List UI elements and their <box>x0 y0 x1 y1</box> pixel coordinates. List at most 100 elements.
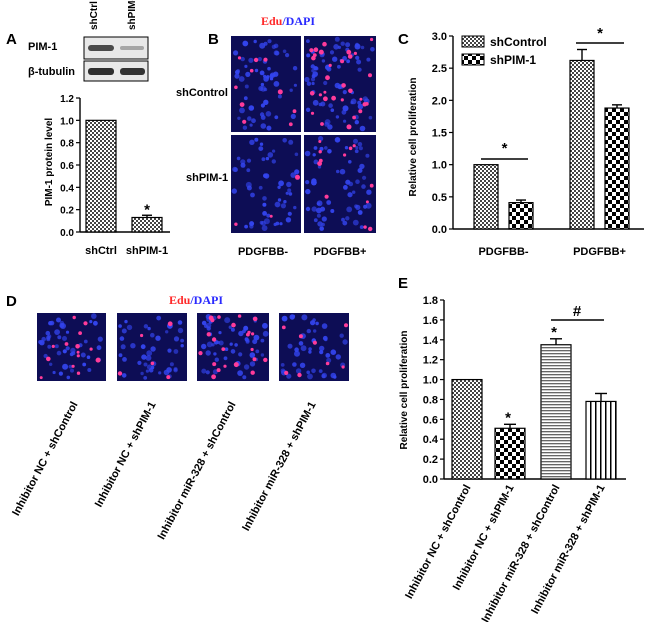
edu-positive-dot <box>318 49 324 55</box>
nucleus-dot <box>265 111 272 117</box>
legend-swatch <box>461 53 485 66</box>
nucleus-dot <box>267 39 272 44</box>
nucleus-dot <box>267 66 271 71</box>
y-tick-label: 0.6 <box>423 414 438 426</box>
y-tick-label: 0.0 <box>60 228 74 239</box>
nucleus-dot <box>362 175 367 180</box>
y-tick-label: 0.2 <box>60 206 74 217</box>
nucleus-dot <box>253 334 260 341</box>
nucleus-dot <box>118 353 123 358</box>
edu-positive-dot <box>253 57 259 63</box>
nucleus-dot <box>201 343 207 350</box>
edu-positive-dot <box>362 102 367 107</box>
bar <box>131 216 163 233</box>
nucleus-dot <box>141 354 147 360</box>
nucleus-dot <box>329 50 335 55</box>
nucleus-dot <box>262 211 267 216</box>
legend-label: shPIM-1 <box>490 53 536 67</box>
nucleus-dot <box>357 67 362 72</box>
nucleus-dot <box>370 47 375 52</box>
nucleus-dot <box>273 50 279 56</box>
bar <box>508 202 534 230</box>
micrograph-grid-b <box>229 34 378 234</box>
stain-sep: / <box>281 14 286 28</box>
nucleus-dot <box>201 368 207 374</box>
nucleus-dot <box>228 325 232 329</box>
nucleus-dot <box>287 211 292 216</box>
condition-label: Inhibitor miR-328 + shPIM-1 <box>240 400 318 533</box>
edu-positive-dot <box>210 318 215 323</box>
nucleus-dot <box>324 119 331 125</box>
micrograph-row-d <box>37 313 349 381</box>
nucleus-dot <box>224 317 231 324</box>
nucleus-dot <box>126 324 133 331</box>
nucleus-dot <box>244 84 249 89</box>
nucleus-dot <box>358 146 363 151</box>
edu-positive-dot <box>95 357 101 363</box>
edu-positive-dot <box>312 53 317 57</box>
nucleus-dot <box>333 44 339 50</box>
nucleus-dot <box>288 139 294 145</box>
nucleus-dot <box>65 346 70 351</box>
nucleus-dot <box>80 352 86 358</box>
nucleus-dot <box>245 338 250 343</box>
edu-positive-dot <box>212 362 217 367</box>
nucleus-dot <box>327 149 332 154</box>
edu-positive-dot <box>51 344 55 348</box>
panel-label-d: D <box>6 293 17 310</box>
nucleus-dot <box>280 203 286 209</box>
blot: shCtrl shPIM-1 PIM-1 β-tubulin <box>28 0 149 82</box>
y-tick-label: 1.0 <box>60 116 74 127</box>
nucleus-dot <box>285 53 290 58</box>
nucleus-dot <box>46 337 51 342</box>
nucleus-dot <box>248 57 254 63</box>
blot-band <box>120 68 145 75</box>
nucleus-dot <box>301 314 308 321</box>
nucleus-dot <box>352 219 359 226</box>
y-tick-label: 1.4 <box>423 335 439 347</box>
nucleus-dot <box>253 39 257 44</box>
edu-positive-dot <box>325 361 330 366</box>
nucleus-dot <box>259 42 266 49</box>
edu-positive-dot <box>310 111 315 115</box>
nucleus-dot <box>352 190 356 194</box>
nucleus-dot <box>91 313 97 319</box>
nucleus-dot <box>247 116 252 121</box>
nucleus-dot <box>239 107 245 114</box>
edu-positive-dot <box>317 161 322 167</box>
bar <box>604 107 630 230</box>
nucleus-dot <box>273 222 277 227</box>
nucleus-dot <box>205 370 210 375</box>
nucleus-dot <box>359 125 366 132</box>
nucleus-dot <box>236 156 241 161</box>
nucleus-dot <box>292 66 298 71</box>
nucleus-dot <box>326 200 332 205</box>
nucleus-dot <box>299 362 306 368</box>
y-tick-label: 1.5 <box>432 128 447 140</box>
nucleus-dot <box>173 336 180 342</box>
edu-positive-dot <box>322 41 327 47</box>
nucleus-dot <box>362 96 368 102</box>
nucleus-dot <box>357 168 363 173</box>
chart-a: PIM-1 protein level 0.0 0.2 0.4 0.6 0.8 1.0 1.… <box>44 94 170 257</box>
nucleus-dot <box>335 115 340 119</box>
edu-positive-dot <box>325 75 330 81</box>
micrograph <box>304 36 376 132</box>
nucleus-dot <box>213 352 217 356</box>
x-tick-label: PDGFBB- <box>478 246 528 258</box>
nucleus-dot <box>360 45 365 50</box>
nucleus-dot <box>294 169 300 175</box>
nucleus-dot <box>319 226 325 231</box>
nucleus-dot <box>169 362 174 367</box>
edu-positive-dot <box>281 325 286 330</box>
edu-positive-dot <box>211 337 217 342</box>
nucleus-dot <box>145 355 152 361</box>
nucleus-dot <box>45 330 51 336</box>
edu-positive-dot <box>340 98 344 102</box>
nucleus-dot <box>340 41 345 46</box>
nucleus-dot <box>357 210 363 215</box>
nucleus-dot <box>96 345 102 351</box>
nucleus-dot <box>48 321 53 326</box>
nucleus-dot <box>137 360 142 365</box>
nucleus-dot <box>304 76 310 83</box>
